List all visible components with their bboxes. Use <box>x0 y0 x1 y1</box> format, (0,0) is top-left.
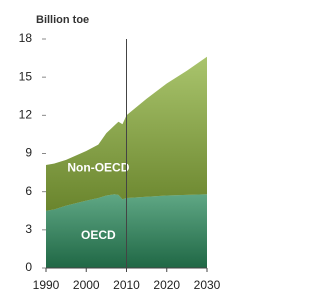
y-tick-label: 12 <box>19 108 33 122</box>
series-label: Non-OECD <box>67 160 129 174</box>
x-tick-label: 2010 <box>113 278 140 292</box>
y-tick-label: 9 <box>25 146 32 160</box>
y-tick-label: 3 <box>25 222 32 236</box>
x-tick-label: 2030 <box>194 278 221 292</box>
y-tick-label: 6 <box>25 184 32 198</box>
y-tick-label: 18 <box>19 31 33 45</box>
chart: Billion toe OECD Non-OECD 0 3 6 9 12 15 18 1990 20… <box>19 14 221 292</box>
x-tick-label: 2000 <box>73 278 100 292</box>
series-label: OECD <box>81 228 116 242</box>
y-tick-label: 0 <box>25 260 32 274</box>
x-tick-label: 2020 <box>153 278 180 292</box>
y-tick-label: 15 <box>19 69 33 83</box>
x-tick-label: 1990 <box>33 278 60 292</box>
y-axis-title: Billion toe <box>36 14 89 26</box>
